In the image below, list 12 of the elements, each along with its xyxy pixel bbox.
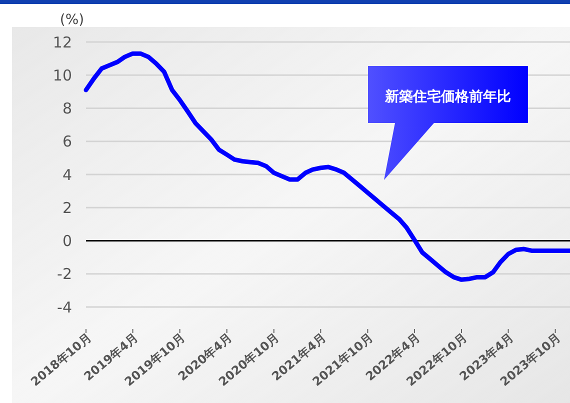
y-tick-label: 6: [62, 132, 72, 151]
y-tick-label: 8: [62, 100, 72, 118]
annotation: 新築住宅価格前年比: [384, 88, 511, 105]
y-tick-label: 2: [62, 198, 72, 217]
line-series: [84, 51, 570, 282]
y-tick-label: -4: [57, 298, 72, 316]
y-tick-label: -2: [57, 265, 72, 284]
y-axis-title: (%): [60, 12, 84, 28]
y-tick-label: 10: [52, 66, 72, 84]
y-tick-label: 12: [52, 33, 72, 52]
y-tick-label: 4: [62, 166, 72, 184]
y-tick-label: 0: [62, 232, 72, 250]
